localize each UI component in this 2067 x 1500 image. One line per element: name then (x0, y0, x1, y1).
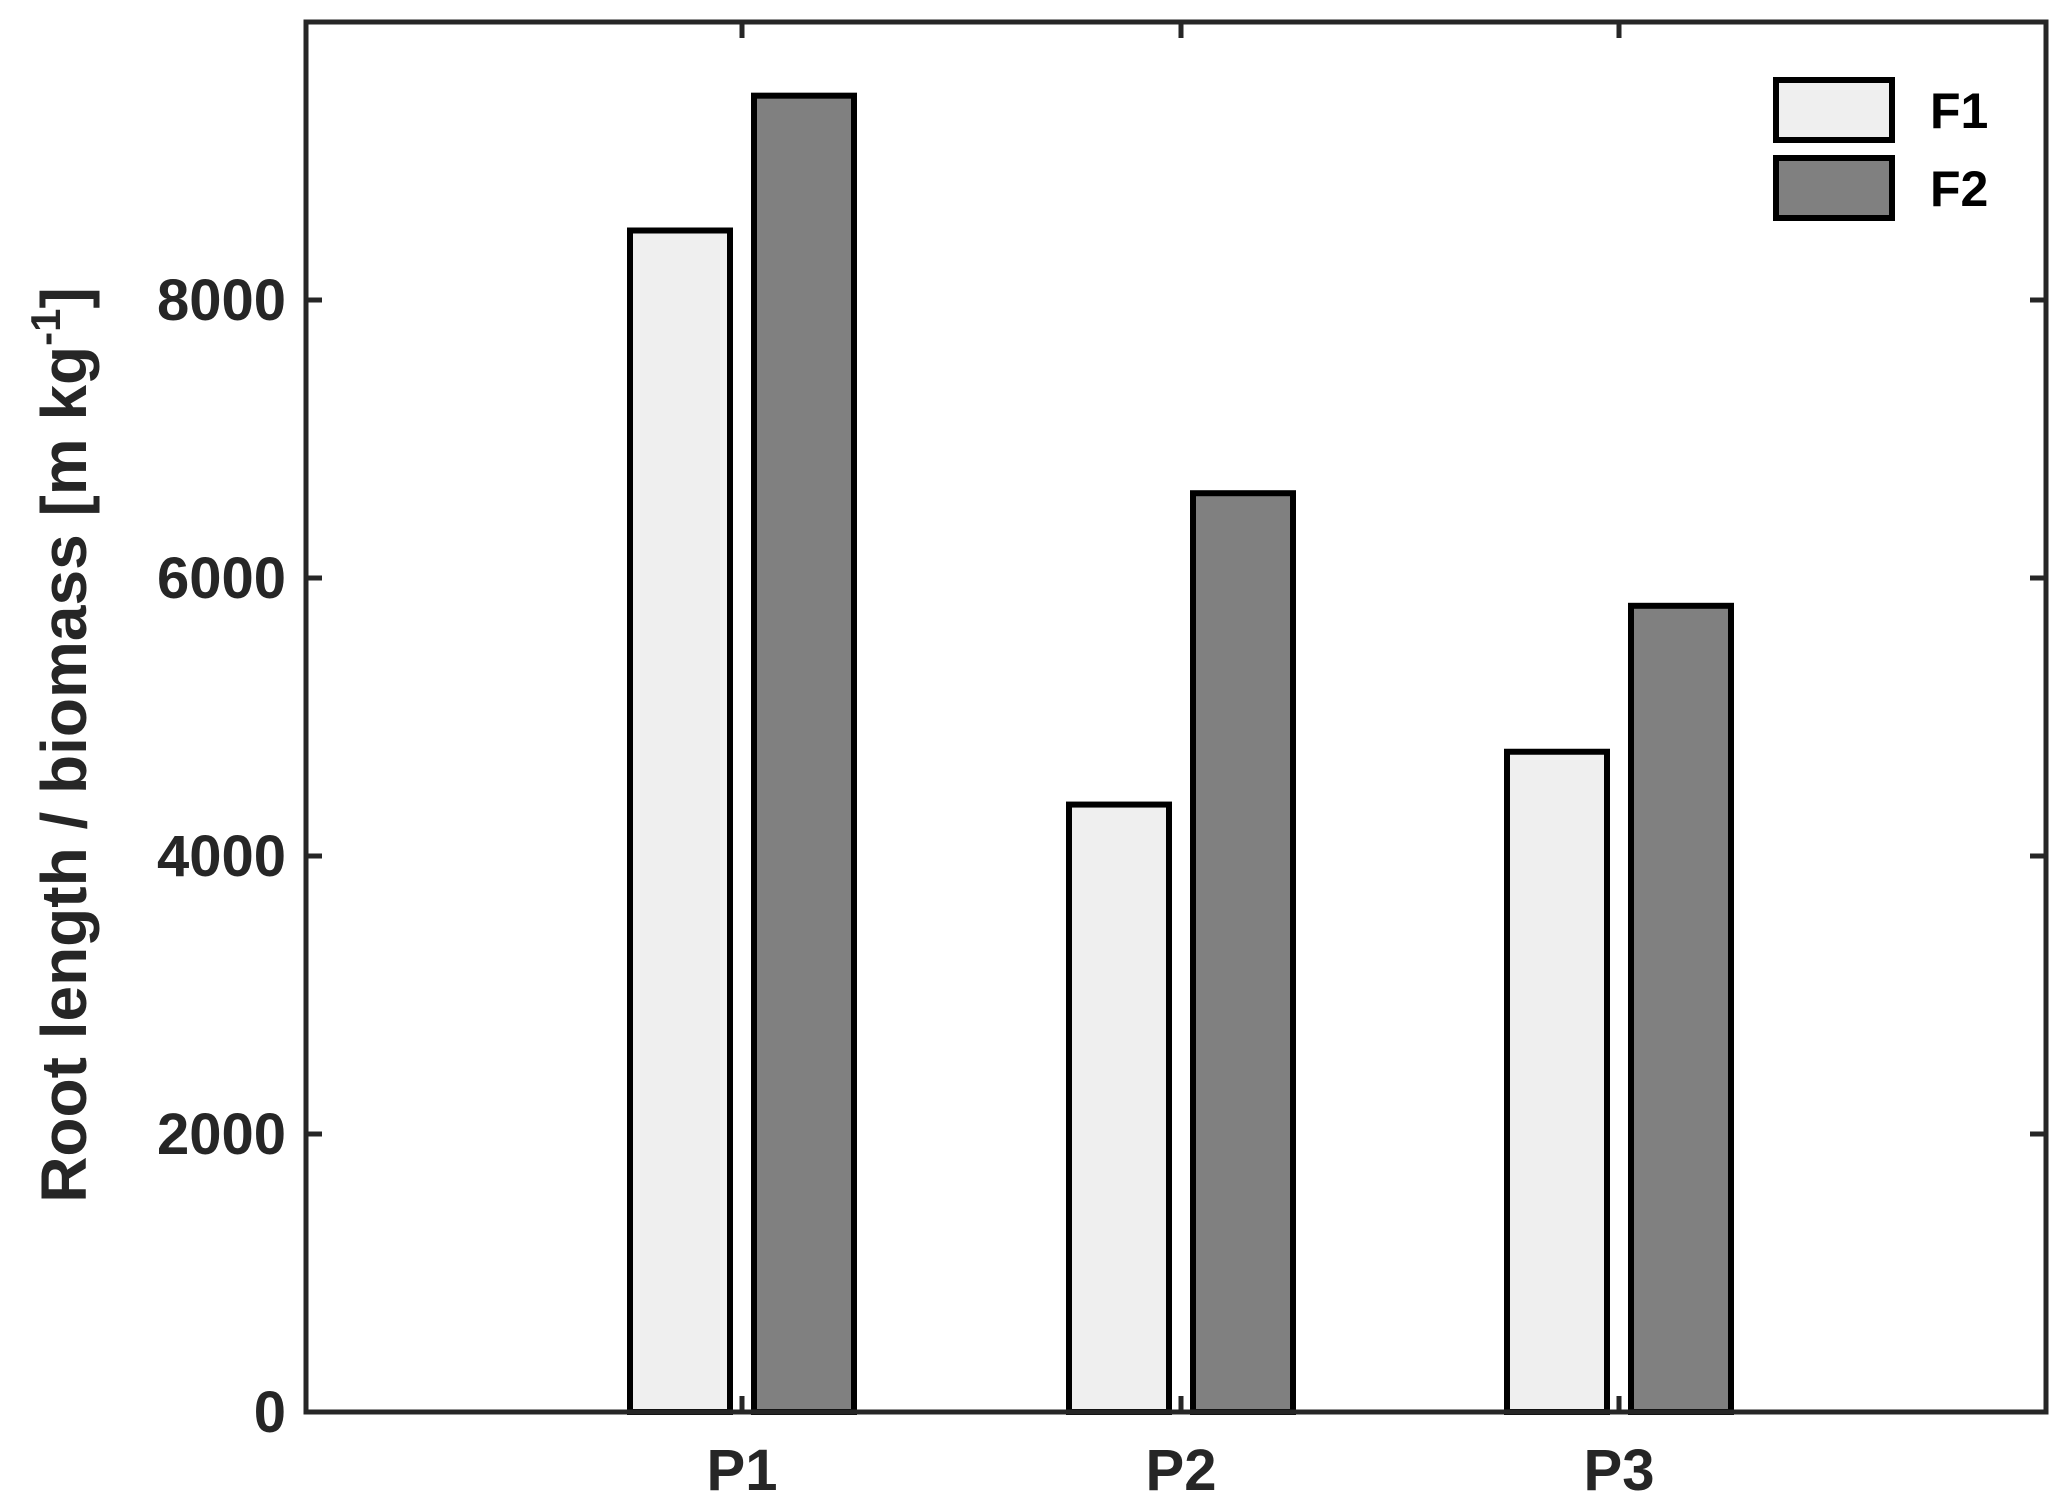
y-tick-label: 0 (254, 1380, 286, 1445)
y-axis-label-sup: -1 (22, 309, 69, 346)
y-tick-label: 8000 (157, 268, 286, 333)
bar-f2-p3 (1628, 602, 1734, 1415)
bar-f1-p1 (627, 227, 733, 1415)
plot-frame (303, 19, 2049, 1415)
bar-f1-p3 (1504, 748, 1610, 1415)
y-axis-label-main: Root length / biomass [m kg (28, 346, 100, 1203)
y-tick-label: 4000 (157, 824, 286, 889)
bar-f1-p2 (1066, 801, 1172, 1415)
bar-f2-p1 (751, 92, 857, 1415)
y-axis-label: Root length / biomass [m kg-1] (22, 287, 100, 1203)
x-tick-label-p1: P1 (707, 1438, 778, 1500)
y-axis-label-close: ] (28, 287, 100, 308)
y-tick-label: 6000 (157, 546, 286, 611)
bars-layer (627, 92, 1734, 1415)
y-tick-label: 2000 (157, 1102, 286, 1167)
x-tick-label-p2: P2 (1146, 1438, 1217, 1500)
legend-label-f1: F1 (1930, 83, 1988, 139)
legend-label-f2: F2 (1930, 161, 1988, 217)
x-tick-label-p3: P3 (1584, 1438, 1655, 1500)
legend-swatch-f1 (1773, 77, 1895, 143)
legend-swatch-f2 (1773, 155, 1895, 221)
bar-f2-p2 (1190, 490, 1296, 1415)
ticks-layer: 0 2000 4000 6000 8000 P1 P2 P3 (157, 22, 2046, 1500)
axes-layer (303, 19, 2049, 1415)
